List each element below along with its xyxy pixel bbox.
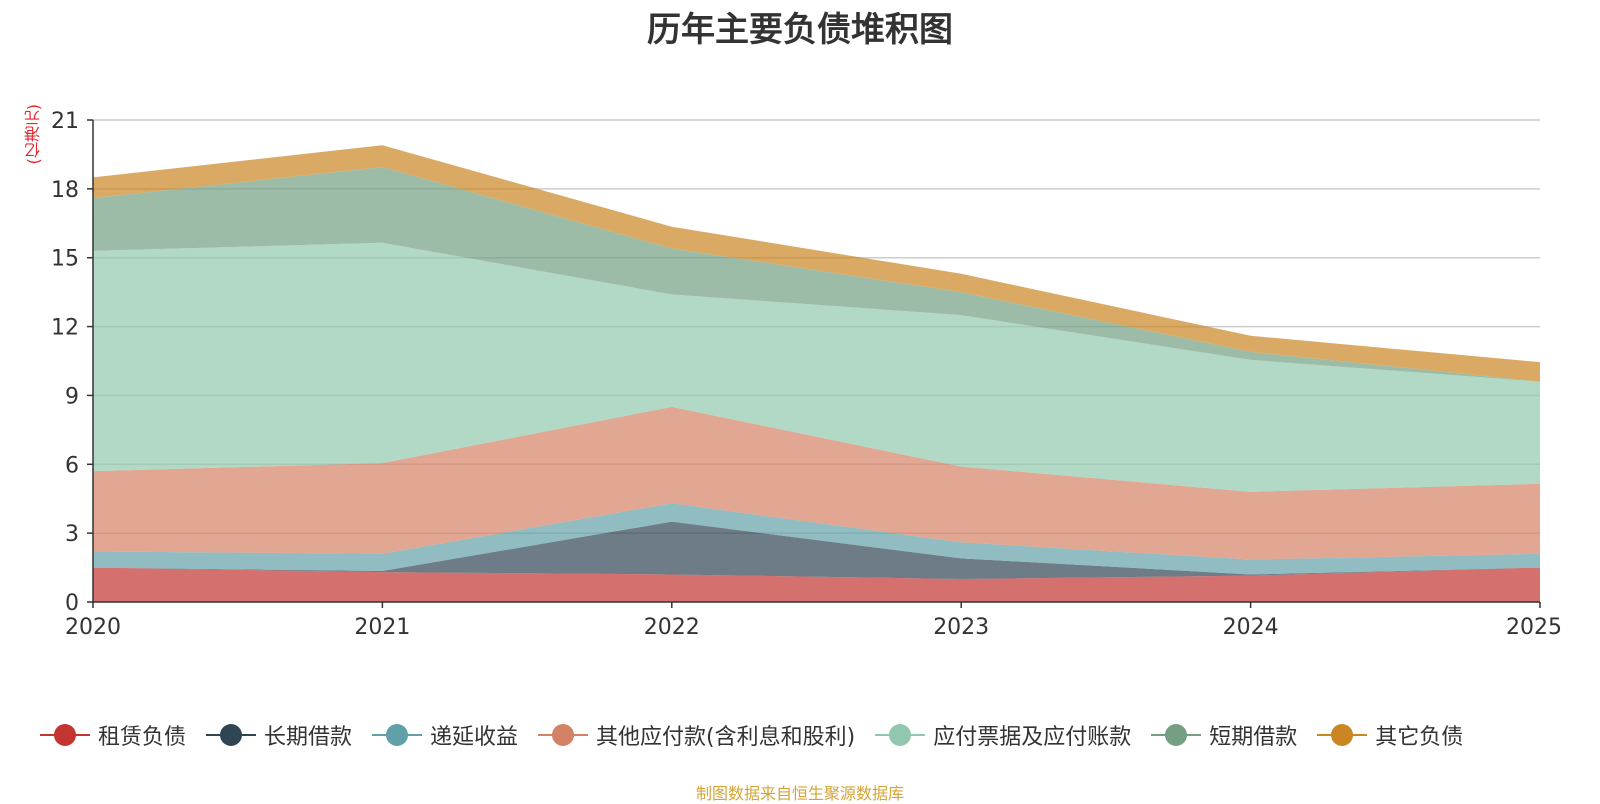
legend-marker-icon xyxy=(1151,723,1202,747)
y-tick-label: 9 xyxy=(65,384,79,409)
y-tick-label: 18 xyxy=(51,178,79,203)
x-tick-label: 2025 xyxy=(1506,615,1562,640)
legend-marker-icon xyxy=(875,723,926,747)
area-series-0 xyxy=(93,567,1540,602)
legend-marker-icon xyxy=(372,723,423,747)
chart-title: 历年主要负债堆积图 xyxy=(647,10,953,50)
area-series-5 xyxy=(93,167,1540,382)
y-tick-label: 15 xyxy=(51,247,79,272)
y-tick-label: 12 xyxy=(51,316,79,341)
x-tick-labels: 2020 2021 2022 2023 2024 2025 xyxy=(65,615,1562,640)
y-tick-label: 0 xyxy=(65,591,79,616)
x-tick-label: 2020 xyxy=(65,615,121,640)
legend-label: 递延收益 xyxy=(430,725,519,750)
area-series-1 xyxy=(93,521,1540,580)
legend-label: 租赁负债 xyxy=(98,725,187,750)
legend-item[interactable]: 长期借款 xyxy=(206,719,352,751)
x-tick-label: 2022 xyxy=(644,615,700,640)
legend-item[interactable]: 租赁负债 xyxy=(40,719,186,751)
legend-item[interactable]: 应付票据及应付账款 xyxy=(875,719,1131,751)
area-series-4 xyxy=(93,242,1540,492)
legend-label: 应付票据及应付账款 xyxy=(933,725,1132,750)
y-tick-label: 3 xyxy=(65,522,79,547)
legend-item[interactable]: 短期借款 xyxy=(1151,719,1297,751)
x-tick-label: 2023 xyxy=(933,615,989,640)
area-series-3 xyxy=(93,406,1540,560)
area-series-2 xyxy=(93,503,1540,575)
x-tick-label: 2024 xyxy=(1223,615,1279,640)
legend: 租赁负债 长期借款 递延收益 其他应付款(含利息和股利) 应付票据及应付账款 短期借款 其它… xyxy=(40,718,1580,752)
x-tick-label: 2021 xyxy=(354,615,410,640)
legend-marker-icon xyxy=(538,723,589,747)
legend-marker-icon xyxy=(206,723,257,747)
series-areas xyxy=(93,145,1540,602)
y-tick-label: 21 xyxy=(51,109,79,134)
axes xyxy=(87,119,1541,608)
legend-label: 其它负债 xyxy=(1375,725,1464,750)
legend-label: 长期借款 xyxy=(264,725,353,750)
y-tick-labels: 0 3 6 9 12 15 18 21 xyxy=(51,109,79,616)
legend-item[interactable]: 递延收益 xyxy=(372,719,518,751)
source-note: 制图数据来自恒生聚源数据库 xyxy=(695,784,904,803)
legend-item[interactable]: 其它负债 xyxy=(1317,719,1463,751)
area-series-6 xyxy=(93,145,1540,382)
legend-marker-icon xyxy=(40,723,90,747)
legend-label: 短期借款 xyxy=(1209,725,1298,750)
y-tick-label: 6 xyxy=(65,453,79,478)
legend-label: 其他应付款(含利息和股利) xyxy=(596,725,856,750)
legend-marker-icon xyxy=(1317,723,1368,747)
legend-item[interactable]: 其他应付款(含利息和股利) xyxy=(538,719,855,751)
